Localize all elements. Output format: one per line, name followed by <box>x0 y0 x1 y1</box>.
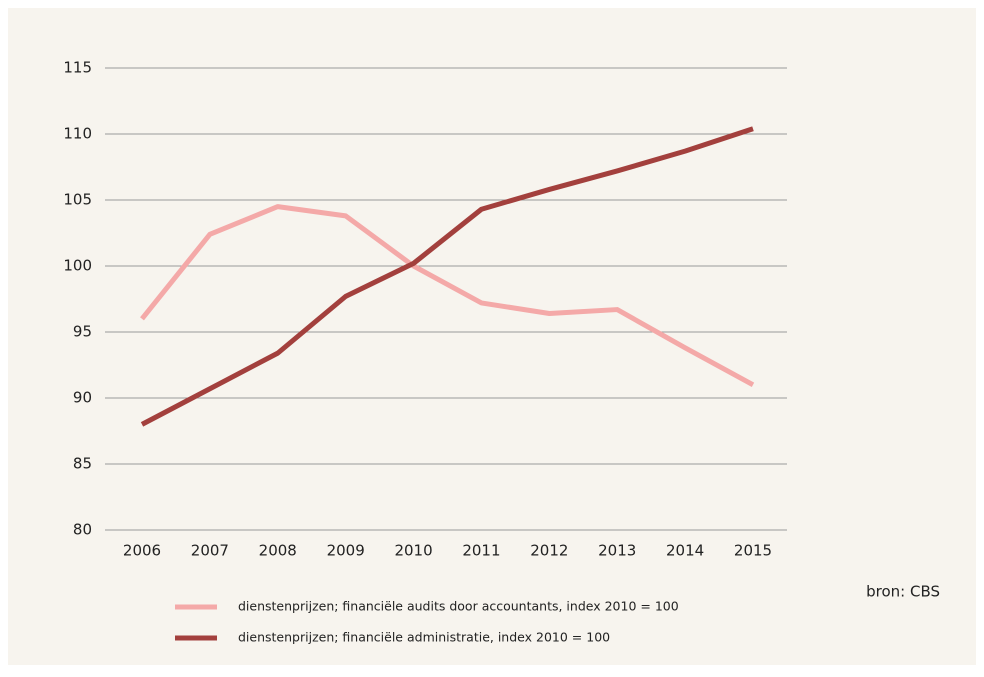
series-line <box>140 126 754 427</box>
y-tick-label: 105 <box>63 191 92 209</box>
series-line <box>140 204 755 387</box>
y-tick-label: 115 <box>63 59 92 77</box>
x-tick-label: 2007 <box>191 542 229 560</box>
y-tick-label: 85 <box>73 455 92 473</box>
y-tick-label: 100 <box>63 257 92 275</box>
y-tick-label: 90 <box>73 389 92 407</box>
x-tick-label: 2013 <box>598 542 636 560</box>
x-tick-label: 2015 <box>734 542 772 560</box>
y-tick-label: 95 <box>73 323 92 341</box>
y-tick-label: 110 <box>63 125 92 143</box>
panel <box>8 8 976 665</box>
x-tick-label: 2010 <box>394 542 432 560</box>
source-note: bron: CBS <box>866 583 940 601</box>
x-tick-label: 2008 <box>259 542 297 560</box>
x-tick-label: 2011 <box>462 542 500 560</box>
x-tick-label: 2014 <box>666 542 704 560</box>
x-tick-label: 2009 <box>327 542 365 560</box>
legend-label: dienstenprijzen; financiële administrati… <box>238 630 610 645</box>
x-tick-label: 2006 <box>123 542 161 560</box>
legend-label: dienstenprijzen; financiële audits door … <box>238 599 679 614</box>
y-tick-label: 80 <box>73 521 92 539</box>
x-tick-label: 2012 <box>530 542 568 560</box>
